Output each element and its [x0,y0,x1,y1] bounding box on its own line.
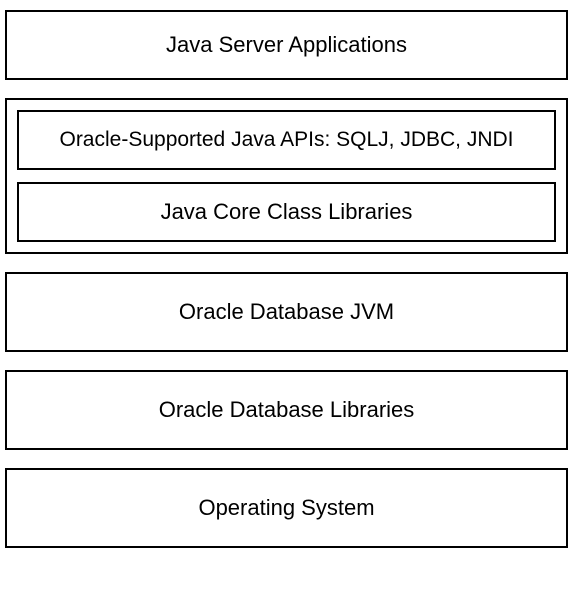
layer-java-server-apps: Java Server Applications [5,10,568,80]
layer-label: Operating System [198,495,374,521]
layer-oracle-jvm: Oracle Database JVM [5,272,568,352]
inner-oracle-apis: Oracle-Supported Java APIs: SQLJ, JDBC, … [17,110,556,170]
layer-oracle-libs: Oracle Database Libraries [5,370,568,450]
layer-label: Java Server Applications [166,32,407,58]
layer-api-container: Oracle-Supported Java APIs: SQLJ, JDBC, … [5,98,568,254]
layer-os: Operating System [5,468,568,548]
layer-label: Oracle-Supported Java APIs: SQLJ, JDBC, … [59,128,513,152]
layer-label: Oracle Database Libraries [159,397,415,423]
architecture-stack: Java Server Applications Oracle-Supporte… [5,10,568,548]
layer-label: Oracle Database JVM [179,299,394,325]
layer-label: Java Core Class Libraries [161,199,413,225]
inner-java-core: Java Core Class Libraries [17,182,556,242]
